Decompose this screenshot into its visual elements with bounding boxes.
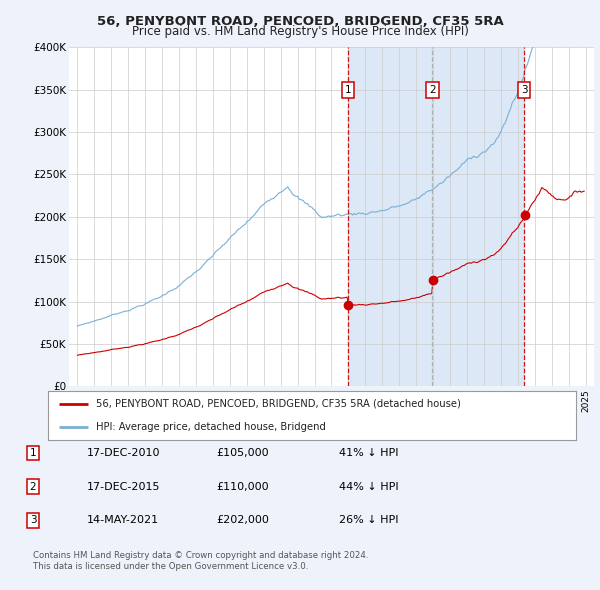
Text: 2: 2 (29, 482, 37, 491)
Text: 56, PENYBONT ROAD, PENCOED, BRIDGEND, CF35 5RA (detached house): 56, PENYBONT ROAD, PENCOED, BRIDGEND, CF… (95, 399, 460, 409)
Text: 3: 3 (521, 84, 527, 94)
Text: 14-MAY-2021: 14-MAY-2021 (87, 516, 159, 525)
Text: £202,000: £202,000 (216, 516, 269, 525)
Text: 56, PENYBONT ROAD, PENCOED, BRIDGEND, CF35 5RA: 56, PENYBONT ROAD, PENCOED, BRIDGEND, CF… (97, 15, 503, 28)
Text: 1: 1 (29, 448, 37, 458)
Text: 26% ↓ HPI: 26% ↓ HPI (339, 516, 398, 525)
Bar (348, 47, 524, 386)
Text: 3: 3 (29, 516, 37, 525)
Text: £105,000: £105,000 (216, 448, 269, 458)
Text: 41% ↓ HPI: 41% ↓ HPI (339, 448, 398, 458)
Text: This data is licensed under the Open Government Licence v3.0.: This data is licensed under the Open Gov… (33, 562, 308, 571)
Text: 17-DEC-2015: 17-DEC-2015 (87, 482, 161, 491)
Text: 1: 1 (344, 84, 351, 94)
Text: Contains HM Land Registry data © Crown copyright and database right 2024.: Contains HM Land Registry data © Crown c… (33, 552, 368, 560)
Text: 44% ↓ HPI: 44% ↓ HPI (339, 482, 398, 491)
Text: HPI: Average price, detached house, Bridgend: HPI: Average price, detached house, Brid… (95, 422, 325, 432)
Text: £110,000: £110,000 (216, 482, 269, 491)
Text: Price paid vs. HM Land Registry's House Price Index (HPI): Price paid vs. HM Land Registry's House … (131, 25, 469, 38)
Text: 17-DEC-2010: 17-DEC-2010 (87, 448, 161, 458)
Text: 2: 2 (429, 84, 436, 94)
